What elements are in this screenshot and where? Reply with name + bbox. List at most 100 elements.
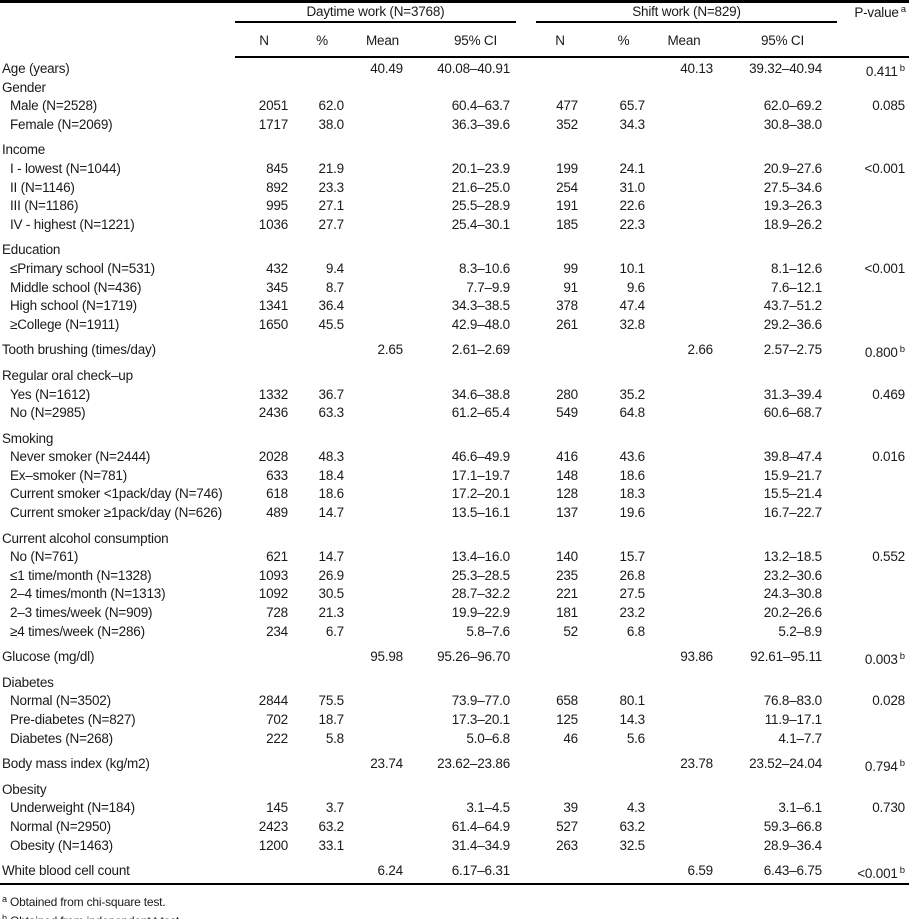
cell-s-n: 378 — [556, 298, 578, 314]
cell-d-ci: 7.7–9.9 — [466, 279, 510, 295]
cell-d-n: 234 — [266, 623, 288, 639]
footnote-a-superscript: a — [2, 893, 8, 904]
cell-p-value — [822, 316, 906, 335]
cell-d-mean — [344, 141, 403, 160]
subheader-daytime-percent: % — [316, 33, 328, 48]
cell-s-mean — [645, 448, 713, 467]
cell-d-pct: 48.3 — [318, 449, 345, 465]
cell-s-n: 128 — [556, 486, 578, 502]
cell-p-value — [822, 504, 906, 523]
cell-s-mean — [645, 530, 713, 549]
cell-d-n: 1650 — [258, 316, 288, 332]
cell-s-ci: 5.2–8.9 — [778, 623, 822, 639]
cell-s-n: 137 — [556, 505, 578, 521]
cell-s-pct: 32.5 — [619, 837, 646, 853]
row-label: Current smoker <1pack/day (N=746) — [10, 486, 223, 502]
row-label: Obesity — [2, 781, 47, 797]
cell-p-value — [822, 711, 906, 730]
cell-d-mean — [344, 316, 403, 335]
cell-d-n: 618 — [266, 486, 288, 502]
cell-s-mean — [645, 430, 713, 449]
cell-s-pct — [578, 141, 645, 160]
cell-d-ci — [403, 530, 510, 549]
row-label: ≤Primary school (N=531) — [10, 260, 155, 276]
cell-s-n: 39 — [563, 800, 578, 816]
cell-d-mean: 95.98 — [370, 649, 403, 665]
table-row: Underweight (N=184) 145 3.7 3.1–4.5 39 4.3 3.1… — [0, 799, 909, 818]
cell-s-pct: 4.3 — [626, 800, 645, 816]
table-row: No (N=761) 621 14.7 13.4–16.0 140 15.7 13.2–18… — [0, 548, 909, 567]
cell-d-pct: 62.0 — [318, 98, 345, 114]
cell-s-ci — [713, 674, 822, 693]
row-label: Education — [2, 242, 61, 258]
cell-s-mean — [645, 467, 713, 486]
table-row: ≤1 time/month (N=1328) 1093 26.9 25.3–28.5 2… — [0, 567, 909, 586]
section-row: Smoking — [0, 430, 909, 449]
cell-s-ci: 15.9–21.7 — [763, 467, 822, 483]
cell-d-n: 489 — [266, 505, 288, 521]
cell-s-mean — [645, 548, 713, 567]
top-rule — [0, 0, 909, 3]
cell-p-value — [822, 623, 906, 642]
cell-s-pct: 9.6 — [626, 279, 645, 295]
p-value-header-text: P-value — [854, 5, 899, 20]
cell-p-value — [822, 197, 906, 216]
cell-p-value — [822, 216, 906, 235]
cell-d-n: 1200 — [258, 837, 288, 853]
cell-p-value — [822, 141, 906, 160]
cell-d-n: 621 — [266, 549, 288, 565]
row-label: Diabetes — [2, 674, 54, 690]
cell-s-n: 52 — [563, 623, 578, 639]
cell-s-ci: 27.5–34.6 — [763, 179, 822, 195]
cell-d-n: 995 — [266, 198, 288, 214]
cell-s-n — [510, 79, 578, 98]
table-row: Current smoker <1pack/day (N=746) 618 18.6… — [0, 485, 909, 504]
row-label: Male (N=2528) — [10, 98, 98, 114]
row-label: II (N=1146) — [10, 179, 75, 195]
cell-d-pct: 75.5 — [318, 693, 345, 709]
cell-d-n: 1093 — [258, 567, 288, 583]
cell-d-n: 2423 — [258, 818, 288, 834]
subheader-rule — [235, 56, 909, 58]
cell-d-ci: 73.9–77.0 — [451, 693, 510, 709]
row-label: III (N=1186) — [10, 198, 79, 214]
cell-d-pct — [288, 79, 344, 98]
cell-s-n: 261 — [556, 316, 578, 332]
cell-d-mean — [344, 818, 403, 837]
row-label: Ex–smoker (N=781) — [10, 467, 128, 483]
cell-d-pct — [288, 862, 344, 884]
cell-d-pct — [288, 674, 344, 693]
cell-d-n: 2051 — [258, 98, 288, 114]
cell-s-ci: 15.5–21.4 — [763, 486, 822, 502]
cell-s-n: 140 — [556, 549, 578, 565]
cell-s-ci: 6.43–6.75 — [763, 863, 822, 879]
cell-p-value: 0.411 b — [865, 63, 905, 79]
cell-d-n: 702 — [266, 712, 288, 727]
cell-d-ci: 61.2–65.4 — [451, 405, 510, 421]
cell-d-n — [232, 241, 288, 260]
cell-p-value — [822, 297, 906, 316]
cell-p-value — [822, 604, 906, 623]
cell-s-mean — [645, 837, 713, 856]
cell-s-mean — [645, 297, 713, 316]
cell-d-ci: 28.7–32.2 — [451, 586, 510, 602]
row-label: Diabetes (N=268) — [10, 730, 113, 746]
cell-s-pct — [578, 241, 645, 260]
cell-s-mean — [645, 160, 713, 179]
cell-s-mean — [645, 799, 713, 818]
cell-s-pct — [578, 755, 645, 777]
cell-s-n — [510, 241, 578, 260]
subheader-shift-percent: % — [617, 33, 630, 48]
cell-d-ci: 8.3–10.6 — [459, 260, 510, 276]
row-label: No (N=2985) — [10, 405, 86, 421]
section-row: Current alcohol consumption — [0, 530, 909, 549]
cell-s-ci: 24.3–30.8 — [763, 586, 822, 602]
table-row: Normal (N=3502) 2844 75.5 73.9–77.0 658 80.1 7… — [0, 692, 909, 711]
cell-d-pct — [288, 341, 344, 363]
cell-d-ci: 20.1–23.9 — [451, 160, 510, 176]
cell-s-ci: 60.6–68.7 — [763, 405, 822, 421]
cell-d-ci: 19.9–22.9 — [451, 605, 510, 621]
cell-d-n — [232, 530, 288, 549]
table-header: Daytime work (N=3768) Shift work (N=829)… — [0, 0, 909, 58]
cell-s-pct: 14.3 — [619, 712, 646, 727]
